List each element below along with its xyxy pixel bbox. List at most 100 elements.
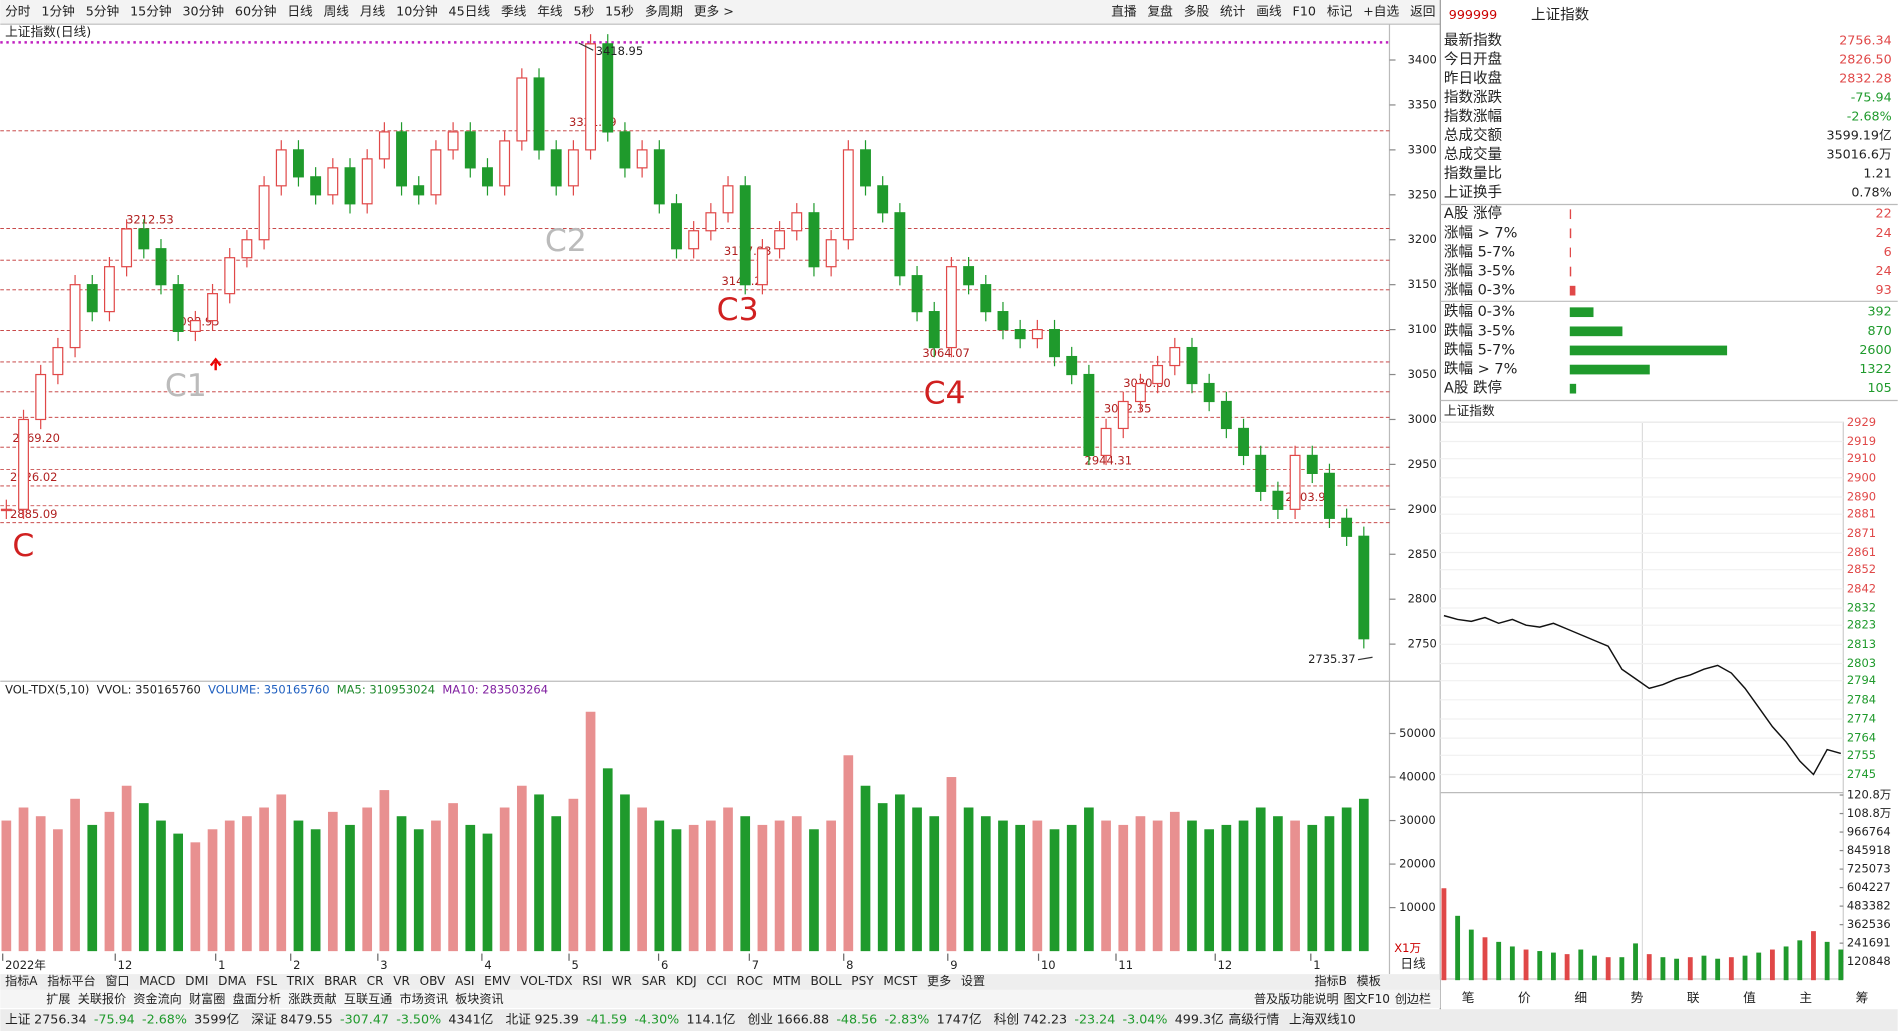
indicator-tab[interactable]: ROC: [737, 974, 763, 988]
indicator-tab[interactable]: EMV: [484, 974, 511, 988]
y-tick-label: 2910: [1847, 451, 1876, 465]
indicator-tab[interactable]: MCST: [883, 974, 918, 988]
indicator-tab[interactable]: DMI: [185, 974, 208, 988]
indicator-tab[interactable]: PSY: [851, 974, 874, 988]
y-tick-label: 845918: [1847, 843, 1891, 857]
extra-tab[interactable]: 市场资讯: [400, 991, 448, 1006]
x-tick-label: 5: [571, 958, 578, 972]
period-tab[interactable]: 更多 >: [694, 4, 734, 19]
period-tab[interactable]: 5分钟: [86, 4, 119, 19]
extra-tab[interactable]: 普及版功能说明: [1254, 991, 1339, 1006]
candle-body: [396, 131, 407, 187]
indicator-tab[interactable]: WR: [612, 974, 633, 988]
intraday-tab[interactable]: 势: [1631, 990, 1644, 1005]
statusbar-bg: [0, 1009, 1898, 1031]
indicator-tab[interactable]: 设置: [961, 974, 985, 988]
toolbar-button[interactable]: 多股: [1184, 4, 1210, 19]
indicator-tab[interactable]: 指标B: [1314, 973, 1346, 988]
intraday-tab[interactable]: 值: [1743, 990, 1756, 1005]
indicator-tab[interactable]: 更多: [927, 974, 951, 988]
indicator-tab[interactable]: 指标A: [5, 973, 38, 988]
period-tab[interactable]: 月线: [360, 4, 386, 19]
breadth-value: 2600: [1859, 342, 1891, 357]
indicator-tab[interactable]: VOL-TDX: [520, 974, 572, 988]
candle-body: [1203, 382, 1215, 403]
indicator-tab[interactable]: FSL: [256, 974, 277, 988]
candle-body: [275, 149, 287, 187]
toolbar-bg: [0, 0, 1441, 25]
intraday-tab[interactable]: 价: [1518, 990, 1531, 1005]
extra-tab[interactable]: 图文F10: [1343, 991, 1390, 1006]
toolbar-button[interactable]: 直播: [1111, 4, 1137, 19]
indicator-tab[interactable]: MACD: [139, 974, 175, 988]
breadth-bar: [1569, 247, 1571, 258]
indicator-tab[interactable]: 指标平台: [47, 973, 95, 988]
toolbar-button[interactable]: F10: [1293, 4, 1316, 19]
extra-tab[interactable]: 涨跌贡献: [288, 991, 336, 1006]
indicator-tab[interactable]: OBV: [420, 974, 446, 988]
period-tab[interactable]: 10分钟: [396, 4, 438, 19]
period-tab[interactable]: 多周期: [645, 4, 683, 19]
period-tab[interactable]: 日线: [287, 4, 313, 19]
period-tab[interactable]: 15秒: [605, 4, 634, 19]
indicator-tab[interactable]: TRIX: [286, 974, 315, 988]
intraday-tab[interactable]: 主: [1799, 990, 1812, 1005]
volume-bar: [1101, 820, 1111, 952]
status-value: 742.23: [1023, 1012, 1067, 1027]
indicator-tab[interactable]: VR: [393, 974, 410, 988]
toolbar-button[interactable]: 统计: [1220, 4, 1246, 19]
breadth-bar: [1569, 209, 1572, 220]
period-tab[interactable]: 分时: [5, 4, 31, 19]
toolbar-button[interactable]: 返回: [1410, 4, 1435, 19]
indicator-tab[interactable]: ASI: [455, 974, 475, 988]
intraday-tab[interactable]: 筹: [1856, 990, 1869, 1005]
period-tab[interactable]: 5秒: [574, 4, 595, 19]
status-value: 3599亿: [194, 1012, 239, 1027]
intraday-tab[interactable]: 细: [1574, 990, 1587, 1005]
status-name: 创业: [748, 1012, 773, 1027]
extra-tab[interactable]: 互联互通: [344, 992, 392, 1006]
indicator-tab[interactable]: 窗口: [105, 974, 129, 988]
indicator-tab[interactable]: MTM: [773, 974, 801, 988]
status-link[interactable]: 高级行情: [1229, 1012, 1280, 1027]
period-tab[interactable]: 年线: [537, 4, 563, 19]
volume-bar: [946, 777, 957, 952]
period-tab[interactable]: 15分钟: [130, 4, 172, 19]
period-tab[interactable]: 60分钟: [235, 4, 277, 19]
intraday-tab[interactable]: 笔: [1462, 990, 1475, 1005]
indicator-tab[interactable]: CR: [367, 974, 384, 988]
indicator-tab[interactable]: BOLL: [811, 974, 842, 988]
extra-tab[interactable]: 关联报价: [78, 991, 126, 1006]
breadth-label: A股 涨停: [1444, 205, 1502, 222]
volume-bar: [843, 755, 854, 952]
period-tab[interactable]: 45日线: [449, 4, 491, 19]
period-tab[interactable]: 周线: [324, 4, 350, 19]
indicator-tab[interactable]: RSI: [582, 974, 602, 988]
status-link[interactable]: 上海双线10: [1289, 1012, 1356, 1027]
indicator-tab[interactable]: CCI: [706, 974, 726, 988]
extra-tab[interactable]: 板块资讯: [455, 992, 503, 1006]
period-tab[interactable]: 季线: [501, 4, 527, 19]
period-tab[interactable]: 1分钟: [41, 4, 74, 19]
intraday-volume-bar: [1537, 951, 1543, 981]
indicator-tab[interactable]: DMA: [218, 974, 247, 988]
toolbar-button[interactable]: 标记: [1327, 4, 1353, 19]
level-label: 3030.80: [1123, 376, 1171, 390]
period-tab[interactable]: 30分钟: [183, 4, 225, 19]
extra-tab[interactable]: 资金流向: [133, 991, 181, 1006]
extra-tab[interactable]: 扩展: [46, 992, 70, 1006]
indicator-tab[interactable]: KDJ: [676, 974, 697, 988]
tabs-bg: [0, 974, 1441, 990]
toolbar-button[interactable]: 画线: [1256, 4, 1282, 19]
breadth-value: 24: [1876, 263, 1892, 278]
volume-bar: [121, 785, 132, 952]
intraday-tab[interactable]: 联: [1687, 990, 1700, 1005]
indicator-tab[interactable]: 模板: [1357, 974, 1381, 988]
indicator-tab[interactable]: SAR: [642, 974, 667, 988]
indicator-tab[interactable]: BRAR: [324, 974, 357, 988]
extra-tab[interactable]: 财富圈: [189, 991, 225, 1006]
toolbar-button[interactable]: 复盘: [1148, 4, 1174, 19]
extra-tab[interactable]: 盘面分析: [233, 991, 281, 1006]
toolbar-button[interactable]: +自选: [1363, 4, 1399, 19]
extra-tab[interactable]: 创边栏: [1395, 991, 1431, 1006]
